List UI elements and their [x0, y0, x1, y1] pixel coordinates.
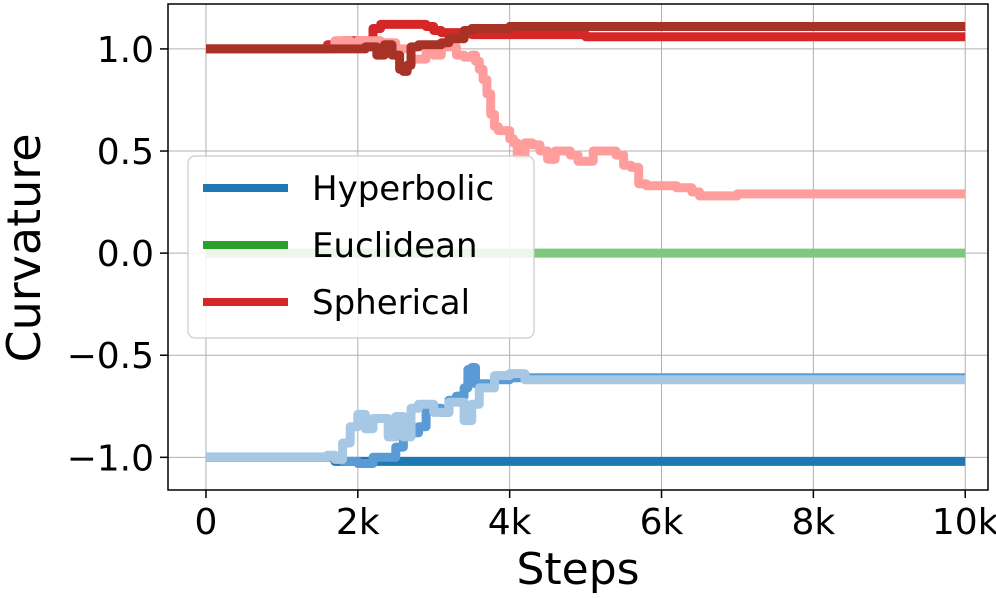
x-tick-label: 6k — [640, 502, 684, 543]
legend-label-hyperbolic: Hyperbolic — [312, 169, 494, 209]
y-tick-label: −0.5 — [67, 336, 154, 377]
y-axis-ticks: −1.0 −0.5 0.0 0.5 1.0 — [67, 30, 168, 479]
x-tick-label: 8k — [791, 502, 835, 543]
legend-label-euclidean: Euclidean — [312, 226, 478, 266]
legend: Hyperbolic Euclidean Spherical — [187, 155, 535, 339]
y-tick-label: 1.0 — [97, 30, 154, 71]
x-axis-label: Steps — [516, 544, 639, 595]
series-line-7 — [206, 22, 966, 76]
x-tick-label: 4k — [488, 502, 532, 543]
y-tick-label: −1.0 — [67, 438, 154, 479]
y-tick-label: 0.0 — [97, 234, 154, 275]
x-tick-label: 10k — [932, 502, 996, 543]
y-tick-label: 0.5 — [97, 132, 154, 173]
series-line-3 — [206, 369, 966, 464]
x-axis-ticks: 0 2k 4k 6k 8k 10k — [195, 490, 996, 543]
plot-frame — [167, 3, 989, 491]
x-tick-label: 0 — [195, 502, 218, 543]
x-tick-label: 2k — [336, 502, 380, 543]
legend-label-spherical: Spherical — [312, 283, 470, 323]
series-line-6 — [206, 36, 966, 201]
legend-box — [187, 155, 535, 339]
series-lines — [206, 19, 966, 468]
y-axis-label: Curvature — [0, 134, 51, 363]
